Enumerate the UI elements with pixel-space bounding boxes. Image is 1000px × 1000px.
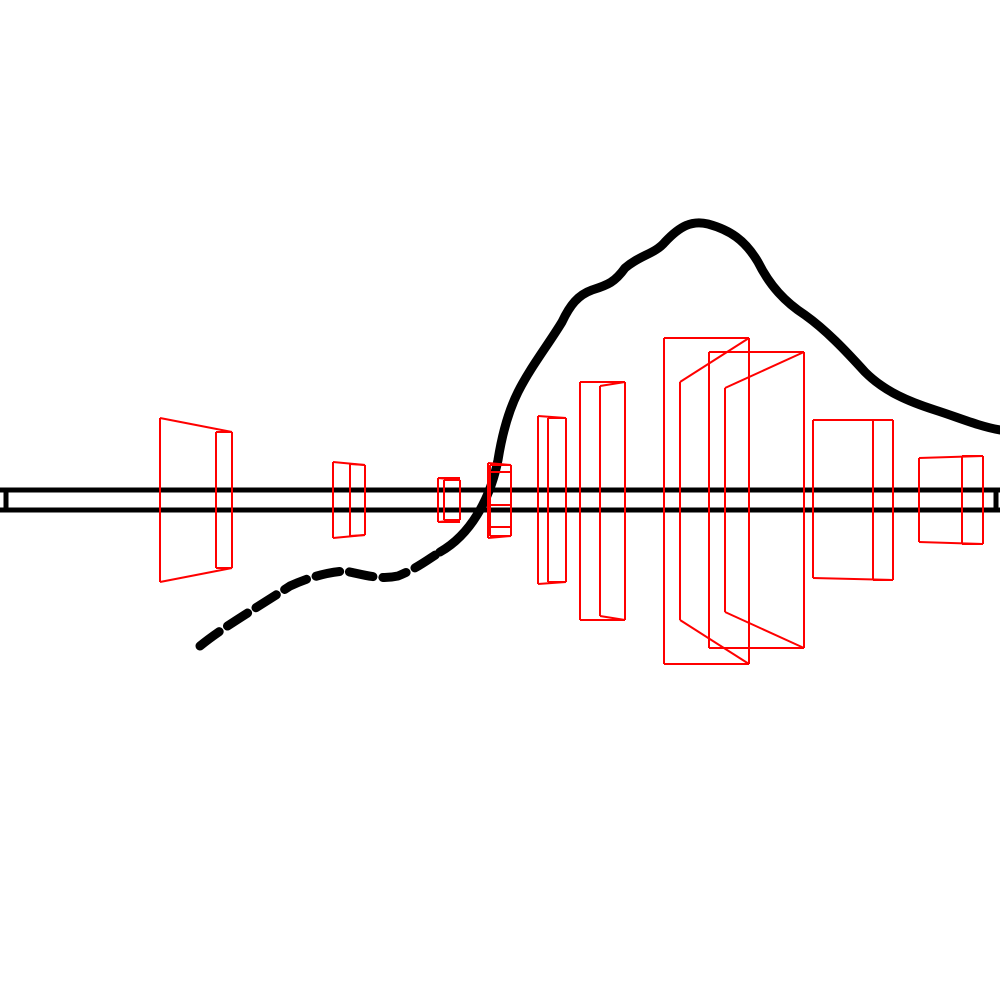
terrain-outline: [195, 218, 1000, 651]
terrain-solid-segment: [435, 218, 1000, 557]
obstacle-block: [708, 351, 805, 649]
obstacle-edge: [349, 463, 366, 466]
obstacle-edge: [159, 567, 233, 583]
terrain-dashed-segment: [195, 547, 445, 651]
obstacle-block: [918, 455, 984, 545]
obstacle-edge: [679, 337, 750, 383]
obstacle-edge: [599, 381, 626, 387]
obstacle-block: [332, 461, 366, 539]
obstacle-edge: [724, 611, 805, 649]
obstacle-edge: [724, 351, 805, 389]
obstacle-block: [537, 415, 567, 585]
obstacle-edge: [679, 619, 750, 665]
obstacle-edge: [159, 417, 233, 433]
track: [0, 487, 1000, 513]
obstacle-block: [812, 419, 894, 581]
obstacle-edge: [349, 534, 366, 537]
obstacle-block: [579, 381, 626, 621]
obstacle-block: [663, 337, 750, 665]
obstacle-block: [437, 477, 461, 523]
obstacle-edge: [599, 615, 626, 621]
obstacle-block: [487, 462, 512, 539]
obstacle-block: [159, 417, 233, 583]
obstacle-group: [159, 337, 984, 665]
